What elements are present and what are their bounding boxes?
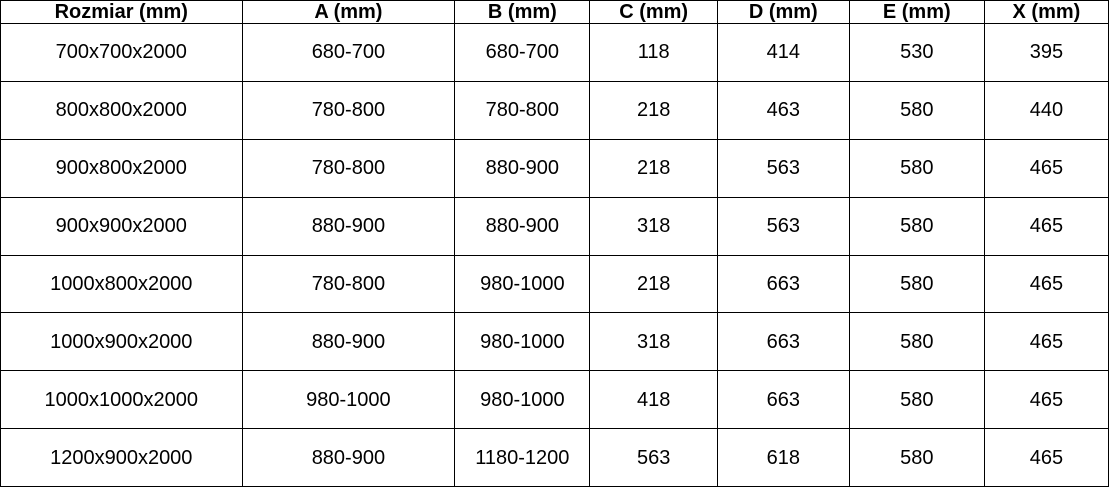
column-header: E (mm) <box>848 0 985 24</box>
dimension-cell: 465 <box>983 370 1109 430</box>
dimension-cell: 980-1000 <box>454 312 591 372</box>
dimension-cell: 618 <box>716 428 850 487</box>
table-row: 1000x800x2000 780-800 980-1000 218 663 580 465 <box>0 254 1109 314</box>
dimension-cell: 880-900 <box>241 312 456 372</box>
table-header: Rozmiar (mm) A (mm) B (mm) C (mm) D (mm) E (m… <box>0 0 1109 24</box>
dimension-cell: 780-800 <box>454 80 591 140</box>
dimension-cell: 580 <box>848 254 985 314</box>
table-row: 1000x1000x2000 980-1000 980-1000 418 663 580 4… <box>0 370 1109 430</box>
dimension-cell: 780-800 <box>241 138 456 198</box>
dimension-cell: 563 <box>716 196 850 256</box>
dimension-cell: 580 <box>848 138 985 198</box>
dimension-cell: 680-700 <box>454 23 591 82</box>
dimension-cell: 218 <box>589 138 718 198</box>
table-row: 700x700x2000 680-700 680-700 118 414 530 395 <box>0 23 1109 82</box>
dimension-cell: 880-900 <box>241 196 456 256</box>
size-cell: 1000x900x2000 <box>0 312 243 372</box>
table-row: 1200x900x2000 880-900 1180-1200 563 618 580 46… <box>0 428 1109 487</box>
dimension-cell: 318 <box>589 312 718 372</box>
dimension-cell: 663 <box>716 370 850 430</box>
dimension-cell: 563 <box>716 138 850 198</box>
dimension-cell: 663 <box>716 312 850 372</box>
dimension-cell: 465 <box>983 428 1109 487</box>
table-row: 900x800x2000 780-800 880-900 218 563 580 465 <box>0 138 1109 198</box>
dimension-cell: 580 <box>848 428 985 487</box>
dimension-cell: 318 <box>589 196 718 256</box>
dimension-cell: 580 <box>848 196 985 256</box>
dimension-cell: 218 <box>589 80 718 140</box>
dimension-cell: 465 <box>983 138 1109 198</box>
dimension-cell: 880-900 <box>454 196 591 256</box>
column-header: X (mm) <box>983 0 1109 24</box>
size-cell: 900x800x2000 <box>0 138 243 198</box>
dimension-cell: 118 <box>589 23 718 82</box>
column-header: D (mm) <box>716 0 850 24</box>
dimension-cell: 680-700 <box>241 23 456 82</box>
column-header: Rozmiar (mm) <box>0 0 243 24</box>
size-cell: 1200x900x2000 <box>0 428 243 487</box>
dimension-cell: 780-800 <box>241 80 456 140</box>
table-row: 900x900x2000 880-900 880-900 318 563 580 465 <box>0 196 1109 256</box>
size-cell: 800x800x2000 <box>0 80 243 140</box>
dimension-cell: 580 <box>848 80 985 140</box>
table-row: 800x800x2000 780-800 780-800 218 463 580 440 <box>0 80 1109 140</box>
dimension-cell: 880-900 <box>241 428 456 487</box>
dimension-cell: 463 <box>716 80 850 140</box>
dimension-cell: 1180-1200 <box>454 428 591 487</box>
dimension-cell: 980-1000 <box>241 370 456 430</box>
dimension-cell: 563 <box>589 428 718 487</box>
dimension-cell: 218 <box>589 254 718 314</box>
column-header: A (mm) <box>241 0 456 24</box>
dimension-cell: 980-1000 <box>454 370 591 430</box>
dimension-cell: 418 <box>589 370 718 430</box>
table-body: 700x700x2000 680-700 680-700 118 414 530 395 80… <box>0 23 1109 487</box>
dimension-cell: 663 <box>716 254 850 314</box>
size-cell: 700x700x2000 <box>0 23 243 82</box>
dimension-cell: 395 <box>983 23 1109 82</box>
size-cell: 1000x1000x2000 <box>0 370 243 430</box>
size-cell: 1000x800x2000 <box>0 254 243 314</box>
dimension-cell: 580 <box>848 370 985 430</box>
column-header: B (mm) <box>454 0 591 24</box>
header-row: Rozmiar (mm) A (mm) B (mm) C (mm) D (mm) E (m… <box>0 0 1109 24</box>
dimension-cell: 440 <box>983 80 1109 140</box>
dimension-cell: 580 <box>848 312 985 372</box>
dimension-cell: 465 <box>983 196 1109 256</box>
column-header: C (mm) <box>589 0 718 24</box>
dimension-cell: 880-900 <box>454 138 591 198</box>
dimension-cell: 465 <box>983 312 1109 372</box>
dimension-cell: 414 <box>716 23 850 82</box>
dimension-cell: 780-800 <box>241 254 456 314</box>
table-row: 1000x900x2000 880-900 980-1000 318 663 580 465 <box>0 312 1109 372</box>
size-cell: 900x900x2000 <box>0 196 243 256</box>
dimension-cell: 465 <box>983 254 1109 314</box>
dimension-cell: 530 <box>848 23 985 82</box>
dimension-cell: 980-1000 <box>454 254 591 314</box>
